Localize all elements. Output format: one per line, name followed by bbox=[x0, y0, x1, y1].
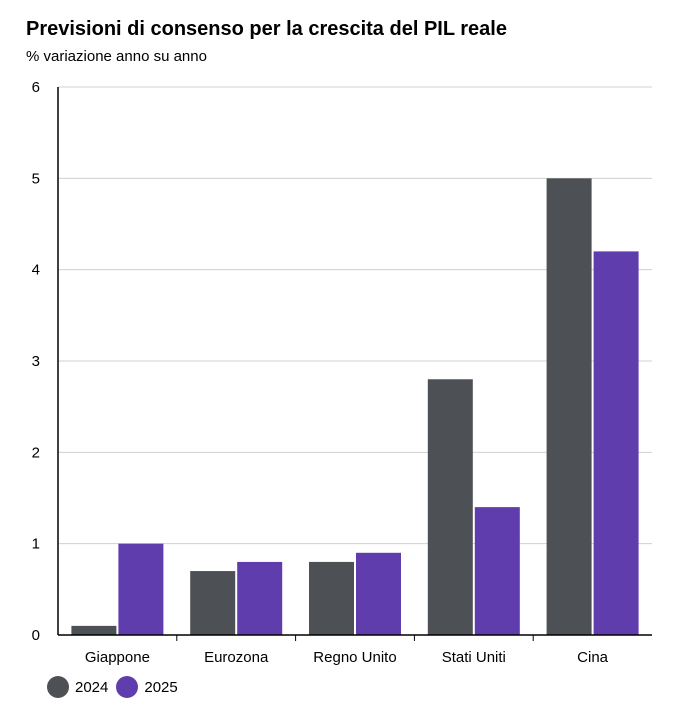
x-tick-label-giappone: Giappone bbox=[85, 649, 150, 666]
legend-item-2025: 2025 bbox=[116, 676, 178, 698]
y-tick-label-3: 3 bbox=[32, 353, 40, 370]
y-tick-label-2: 2 bbox=[32, 444, 40, 461]
x-tick-label-regno-unito: Regno Unito bbox=[313, 649, 396, 666]
chart-subtitle: % variazione anno su anno bbox=[26, 48, 207, 65]
y-tick-label-1: 1 bbox=[32, 536, 40, 553]
bar-eurozona-2024 bbox=[190, 571, 236, 635]
x-tick-label-stati-uniti: Stati Uniti bbox=[442, 649, 506, 666]
legend-label-2024: 2024 bbox=[75, 678, 109, 696]
bar-giappone-2024 bbox=[71, 625, 117, 635]
bar-cina-2025 bbox=[593, 251, 639, 635]
bar-regno-unito-2024 bbox=[309, 561, 354, 635]
bar-giappone-2025 bbox=[118, 543, 164, 635]
legend: 2024 2025 bbox=[47, 676, 186, 698]
legend-swatch-2025 bbox=[116, 676, 139, 698]
bar-cina-2024 bbox=[546, 178, 592, 636]
legend-item-2024: 2024 bbox=[47, 676, 108, 698]
bar-stati-uniti-2025 bbox=[474, 507, 520, 635]
legend-label-2025: 2025 bbox=[144, 678, 178, 696]
legend-swatch-2024 bbox=[47, 676, 69, 698]
y-tick-label-4: 4 bbox=[32, 262, 40, 279]
bar-regno-unito-2025 bbox=[356, 552, 401, 635]
bar-stati-uniti-2024 bbox=[427, 379, 473, 635]
chart-title: Previsioni di consenso per la crescita d… bbox=[26, 18, 507, 40]
bar-eurozona-2025 bbox=[237, 561, 283, 635]
y-tick-label-5: 5 bbox=[32, 170, 40, 187]
y-tick-label-6: 6 bbox=[32, 79, 40, 96]
x-tick-label-eurozona: Eurozona bbox=[204, 649, 269, 666]
y-tick-label-0: 0 bbox=[32, 627, 40, 644]
x-tick-label-cina: Cina bbox=[577, 649, 609, 666]
